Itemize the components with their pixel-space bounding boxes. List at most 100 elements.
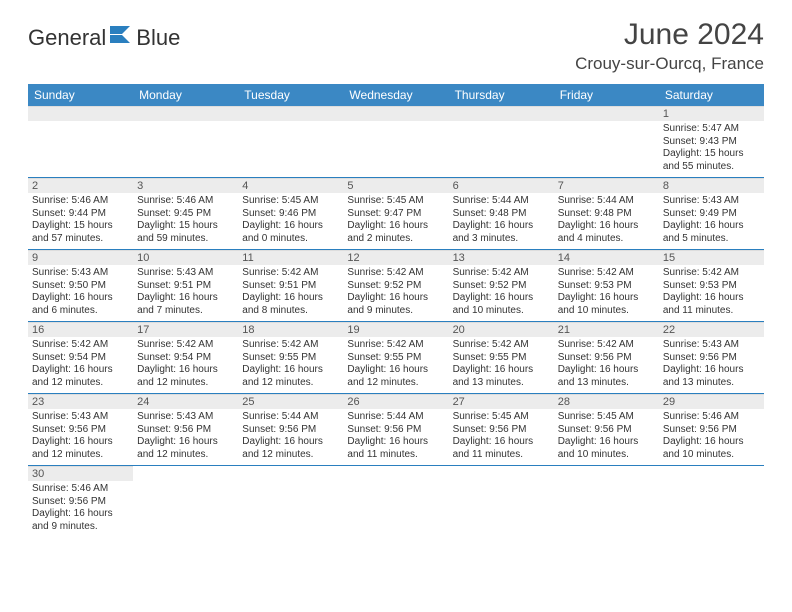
daylight-text-1: Daylight: 16 hours — [137, 436, 234, 449]
sunrise-text: Sunrise: 5:44 AM — [453, 195, 550, 208]
daylight-text-2: and 13 minutes. — [558, 377, 655, 390]
day-details: Sunrise: 5:45 AMSunset: 9:56 PMDaylight:… — [554, 409, 659, 465]
daylight-text-1: Daylight: 16 hours — [558, 220, 655, 233]
day-number: 15 — [659, 250, 764, 265]
sunset-text: Sunset: 9:56 PM — [347, 424, 444, 437]
calendar-day-cell — [28, 106, 133, 178]
sunset-text: Sunset: 9:56 PM — [558, 424, 655, 437]
day-details: Sunrise: 5:43 AMSunset: 9:56 PMDaylight:… — [28, 409, 133, 465]
day-details: Sunrise: 5:44 AMSunset: 9:48 PMDaylight:… — [449, 193, 554, 249]
day-number: 20 — [449, 322, 554, 337]
day-details: Sunrise: 5:42 AMSunset: 9:55 PMDaylight:… — [238, 337, 343, 393]
day-details: Sunrise: 5:42 AMSunset: 9:55 PMDaylight:… — [343, 337, 448, 393]
calendar-day-cell: 30Sunrise: 5:46 AMSunset: 9:56 PMDayligh… — [28, 466, 133, 538]
day-details: Sunrise: 5:43 AMSunset: 9:50 PMDaylight:… — [28, 265, 133, 321]
day-details: Sunrise: 5:42 AMSunset: 9:52 PMDaylight:… — [343, 265, 448, 321]
daylight-text-2: and 12 minutes. — [32, 449, 129, 462]
calendar-day-cell: 11Sunrise: 5:42 AMSunset: 9:51 PMDayligh… — [238, 250, 343, 322]
daylight-text-2: and 8 minutes. — [242, 305, 339, 318]
day-number: 27 — [449, 394, 554, 409]
sunrise-text: Sunrise: 5:46 AM — [663, 411, 760, 424]
weekday-header: Tuesday — [238, 84, 343, 106]
month-title: June 2024 — [575, 18, 764, 52]
sunrise-text: Sunrise: 5:42 AM — [558, 339, 655, 352]
day-number: 2 — [28, 178, 133, 193]
day-number: 6 — [449, 178, 554, 193]
sunset-text: Sunset: 9:56 PM — [32, 496, 129, 509]
sunrise-text: Sunrise: 5:45 AM — [558, 411, 655, 424]
daylight-text-1: Daylight: 16 hours — [242, 220, 339, 233]
daynum-bar-empty — [28, 106, 133, 121]
daylight-text-1: Daylight: 16 hours — [137, 364, 234, 377]
day-number: 5 — [343, 178, 448, 193]
sunset-text: Sunset: 9:47 PM — [347, 208, 444, 221]
day-details: Sunrise: 5:42 AMSunset: 9:54 PMDaylight:… — [28, 337, 133, 393]
daynum-bar-empty — [554, 106, 659, 121]
daylight-text-2: and 57 minutes. — [32, 233, 129, 246]
calendar-week-row: 30Sunrise: 5:46 AMSunset: 9:56 PMDayligh… — [28, 466, 764, 538]
sunset-text: Sunset: 9:56 PM — [32, 424, 129, 437]
sunset-text: Sunset: 9:56 PM — [558, 352, 655, 365]
calendar-day-cell: 5Sunrise: 5:45 AMSunset: 9:47 PMDaylight… — [343, 178, 448, 250]
sunrise-text: Sunrise: 5:44 AM — [347, 411, 444, 424]
daylight-text-1: Daylight: 16 hours — [347, 364, 444, 377]
calendar-body: 1Sunrise: 5:47 AMSunset: 9:43 PMDaylight… — [28, 106, 764, 537]
day-details: Sunrise: 5:42 AMSunset: 9:53 PMDaylight:… — [659, 265, 764, 321]
daylight-text-2: and 12 minutes. — [32, 377, 129, 390]
day-details: Sunrise: 5:46 AMSunset: 9:56 PMDaylight:… — [659, 409, 764, 465]
daylight-text-1: Daylight: 16 hours — [32, 364, 129, 377]
day-number: 1 — [659, 106, 764, 121]
day-number: 10 — [133, 250, 238, 265]
sunrise-text: Sunrise: 5:42 AM — [242, 267, 339, 280]
sunset-text: Sunset: 9:53 PM — [558, 280, 655, 293]
sunset-text: Sunset: 9:44 PM — [32, 208, 129, 221]
calendar-day-cell: 20Sunrise: 5:42 AMSunset: 9:55 PMDayligh… — [449, 322, 554, 394]
calendar-day-cell: 28Sunrise: 5:45 AMSunset: 9:56 PMDayligh… — [554, 394, 659, 466]
daylight-text-2: and 10 minutes. — [453, 305, 550, 318]
calendar-day-cell: 18Sunrise: 5:42 AMSunset: 9:55 PMDayligh… — [238, 322, 343, 394]
weekday-header: Wednesday — [343, 84, 448, 106]
sunrise-text: Sunrise: 5:46 AM — [137, 195, 234, 208]
day-number: 19 — [343, 322, 448, 337]
daylight-text-1: Daylight: 16 hours — [32, 508, 129, 521]
day-details: Sunrise: 5:45 AMSunset: 9:56 PMDaylight:… — [449, 409, 554, 465]
sunrise-text: Sunrise: 5:42 AM — [558, 267, 655, 280]
calendar-day-cell: 14Sunrise: 5:42 AMSunset: 9:53 PMDayligh… — [554, 250, 659, 322]
daylight-text-2: and 9 minutes. — [347, 305, 444, 318]
daylight-text-2: and 10 minutes. — [663, 449, 760, 462]
calendar-day-cell — [659, 466, 764, 538]
daynum-bar-empty — [133, 106, 238, 121]
daynum-bar-empty — [238, 106, 343, 121]
sunset-text: Sunset: 9:56 PM — [453, 424, 550, 437]
calendar-day-cell — [133, 106, 238, 178]
daylight-text-2: and 12 minutes. — [347, 377, 444, 390]
sunrise-text: Sunrise: 5:42 AM — [242, 339, 339, 352]
sunset-text: Sunset: 9:52 PM — [453, 280, 550, 293]
day-details: Sunrise: 5:42 AMSunset: 9:53 PMDaylight:… — [554, 265, 659, 321]
sunrise-text: Sunrise: 5:45 AM — [453, 411, 550, 424]
brand-logo: General Blue — [28, 24, 180, 51]
sunset-text: Sunset: 9:55 PM — [347, 352, 444, 365]
sunset-text: Sunset: 9:43 PM — [663, 136, 760, 149]
daylight-text-1: Daylight: 16 hours — [663, 292, 760, 305]
sunrise-text: Sunrise: 5:45 AM — [242, 195, 339, 208]
daylight-text-1: Daylight: 16 hours — [32, 292, 129, 305]
sunset-text: Sunset: 9:56 PM — [663, 424, 760, 437]
daynum-bar-empty — [449, 106, 554, 121]
calendar-week-row: 23Sunrise: 5:43 AMSunset: 9:56 PMDayligh… — [28, 394, 764, 466]
day-details: Sunrise: 5:46 AMSunset: 9:44 PMDaylight:… — [28, 193, 133, 249]
location-label: Crouy-sur-Ourcq, France — [575, 54, 764, 74]
day-number: 11 — [238, 250, 343, 265]
sunrise-text: Sunrise: 5:43 AM — [137, 267, 234, 280]
calendar-day-cell: 12Sunrise: 5:42 AMSunset: 9:52 PMDayligh… — [343, 250, 448, 322]
sunrise-text: Sunrise: 5:42 AM — [137, 339, 234, 352]
day-number: 25 — [238, 394, 343, 409]
daylight-text-1: Daylight: 16 hours — [347, 436, 444, 449]
sunset-text: Sunset: 9:46 PM — [242, 208, 339, 221]
calendar-day-cell — [449, 106, 554, 178]
day-number: 8 — [659, 178, 764, 193]
daylight-text-1: Daylight: 16 hours — [453, 292, 550, 305]
calendar-day-cell: 1Sunrise: 5:47 AMSunset: 9:43 PMDaylight… — [659, 106, 764, 178]
daynum-bar-empty — [343, 106, 448, 121]
weekday-header: Friday — [554, 84, 659, 106]
